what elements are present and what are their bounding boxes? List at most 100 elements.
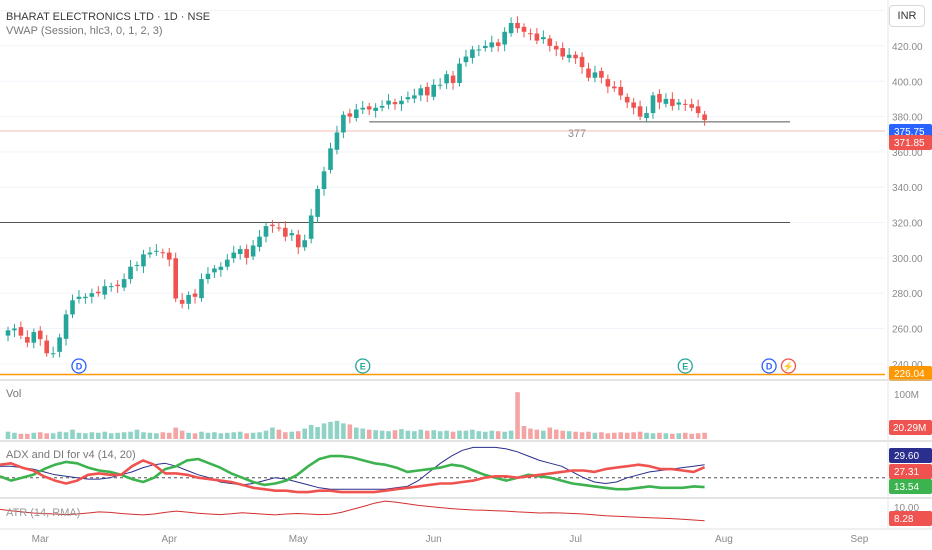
candle-body xyxy=(341,114,346,133)
volume-bar xyxy=(657,432,662,439)
price-axis[interactable]: 440.00420.00400.00380.00360.00340.00320.… xyxy=(892,7,923,371)
volume-bar xyxy=(276,429,282,439)
volume-bar xyxy=(644,432,649,439)
volume-bar xyxy=(405,430,411,439)
candle-body xyxy=(489,42,495,48)
candle-body xyxy=(424,86,430,96)
candle-body xyxy=(599,71,604,78)
candle-body xyxy=(134,264,140,266)
volume-bar xyxy=(212,432,217,439)
volume-bar xyxy=(502,431,507,439)
volume-bar xyxy=(250,432,256,439)
volume-bar xyxy=(321,423,327,439)
candle-body xyxy=(366,106,372,110)
symbol-legend[interactable]: BHARAT ELECTRONICS LTD · 1D · NSE xyxy=(6,11,211,23)
price-tick-label: 420.00 xyxy=(892,42,923,53)
price-tick-label: 280.00 xyxy=(892,289,923,300)
volume-bar xyxy=(302,428,307,439)
atr-line xyxy=(0,500,705,522)
volume-bar xyxy=(528,428,533,439)
hline-label: 377 xyxy=(568,128,586,140)
volume-bar xyxy=(25,433,30,439)
volume-bar xyxy=(244,433,249,439)
volume-bar xyxy=(179,430,185,439)
price-tick-label: 340.00 xyxy=(892,183,923,194)
candle-body xyxy=(289,233,295,236)
volume-axis-label: 100M xyxy=(894,390,919,401)
event-markers[interactable]: D E E D ⚡ xyxy=(71,358,797,374)
adx-pane[interactable]: 29.60 27.31 13.54 xyxy=(0,446,932,494)
candle-body xyxy=(457,63,462,84)
time-axis-bg xyxy=(0,529,932,550)
candle-body xyxy=(225,259,230,267)
volume-legend[interactable]: Vol xyxy=(6,388,22,400)
candle-body xyxy=(418,88,424,96)
candle-body xyxy=(360,107,366,110)
volume-bar xyxy=(289,431,295,439)
volume-bar xyxy=(631,432,636,439)
price-tick-label: 240.00 xyxy=(892,360,923,371)
volume-bar xyxy=(682,432,688,439)
candle-body xyxy=(405,97,411,100)
candle-body xyxy=(605,79,611,87)
atr-legend[interactable]: ATR (14, RMA) xyxy=(6,507,81,519)
candle-body xyxy=(121,279,127,288)
price-gridlines xyxy=(0,10,885,365)
volume-bar xyxy=(70,429,75,439)
currency-button[interactable]: INR xyxy=(889,5,925,27)
pane-separators[interactable] xyxy=(0,0,932,529)
candle-body xyxy=(689,104,694,108)
candle-body xyxy=(5,330,11,336)
volume-bar xyxy=(444,430,449,439)
volume-bar xyxy=(96,432,101,439)
price-tag xyxy=(889,366,932,381)
atr-pane[interactable]: 10.008.28 xyxy=(0,500,932,526)
volume-bar xyxy=(147,432,153,439)
candle-body xyxy=(154,250,159,252)
volume-bar xyxy=(463,430,469,439)
volume-bar xyxy=(592,432,598,439)
price-tick-label: 320.00 xyxy=(892,219,923,230)
candle-body xyxy=(682,103,688,105)
candle-body xyxy=(521,26,527,32)
volume-bar xyxy=(173,427,178,439)
volume-bar xyxy=(476,431,482,439)
candle-body xyxy=(173,258,178,299)
volume-bar xyxy=(612,432,617,439)
volume-bar xyxy=(695,433,701,439)
candle-body xyxy=(83,296,88,299)
atr-axis-label: 10.00 xyxy=(894,503,919,514)
price-tag-label: 371.85 xyxy=(894,138,925,149)
horizontal-lines[interactable]: 377 xyxy=(0,121,885,376)
candle-body xyxy=(450,75,456,84)
adx-legend[interactable]: ADX and DI for v4 (14, 20) xyxy=(6,449,136,461)
volume-bar xyxy=(605,433,611,439)
candle-body xyxy=(379,105,385,108)
candle-body xyxy=(695,106,701,114)
volume-pane[interactable]: 100M 20.29M xyxy=(5,390,932,439)
price-tag-label: 226.04 xyxy=(894,369,925,380)
volume-bar xyxy=(12,432,17,439)
candle-body xyxy=(295,234,301,248)
volume-bar xyxy=(521,426,527,439)
candle-body xyxy=(199,279,204,299)
volume-bar xyxy=(418,429,424,439)
vwap-legend[interactable]: VWAP (Session, hlc3, 0, 1, 2, 3) xyxy=(6,25,163,37)
candle-body xyxy=(57,337,62,352)
main-pane[interactable]: 377 D E E D ⚡ xyxy=(0,10,885,376)
adx-tag xyxy=(889,479,932,494)
volume-bar xyxy=(341,423,346,439)
volume-bar xyxy=(373,430,378,439)
volume-bar xyxy=(379,430,385,439)
candle-body xyxy=(96,291,101,294)
candle-body xyxy=(534,33,540,41)
candle-body xyxy=(386,100,391,105)
volume-bar xyxy=(541,430,546,439)
candle-body xyxy=(63,314,69,339)
volume-bar xyxy=(437,431,443,439)
time-axis[interactable]: Mar Apr May Jun Jul Aug Sep xyxy=(0,528,932,550)
candle-body xyxy=(392,102,398,105)
atr-tag-label: 8.28 xyxy=(894,514,914,525)
adx-tag xyxy=(889,464,932,479)
